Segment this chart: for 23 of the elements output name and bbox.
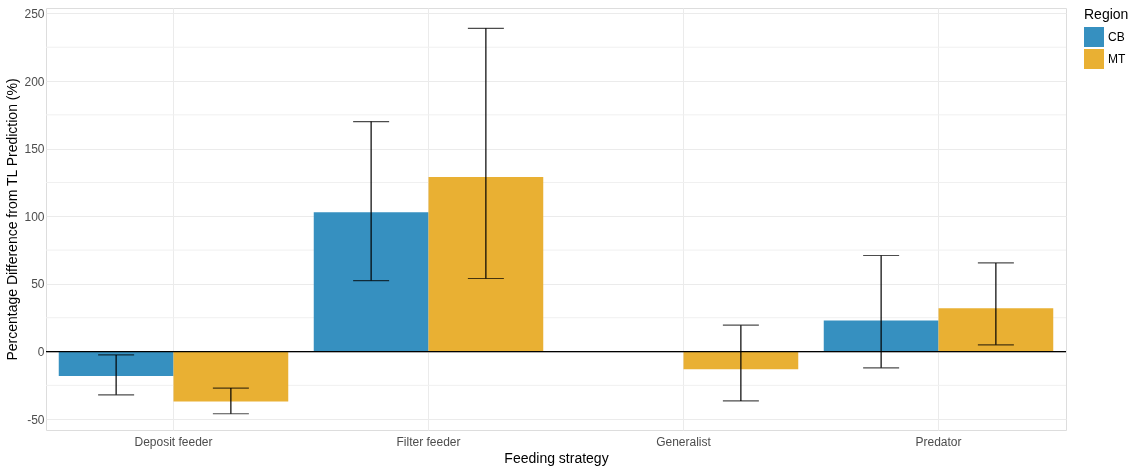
y-tick-label: 150: [24, 142, 45, 157]
y-tick-label: 100: [24, 209, 45, 224]
bar: [683, 351, 799, 370]
legend-label: MT: [1108, 52, 1126, 66]
legend-title: Region: [1084, 6, 1129, 22]
x-tick-label: Generalist: [656, 434, 712, 449]
bar: [58, 351, 174, 376]
bar: [938, 308, 1054, 352]
y-tick-label: -50: [27, 412, 45, 427]
y-axis-title: Percentage Difference from TL Prediction (%): [4, 78, 21, 361]
x-axis-title: Feeding strategy: [504, 449, 609, 466]
y-tick-label: 200: [24, 74, 45, 89]
y-tick-label: 250: [24, 6, 45, 21]
y-tick-label: 50: [31, 277, 45, 292]
x-tick-label: Deposit feeder: [134, 434, 213, 449]
bar: [823, 320, 939, 352]
bar: [173, 351, 289, 402]
bar: [313, 212, 429, 352]
legend-label: CB: [1108, 30, 1125, 44]
bar: [428, 177, 544, 352]
x-tick-label: Predator: [915, 434, 962, 449]
x-tick-label: Filter feeder: [396, 434, 461, 449]
y-tick-label: 0: [37, 345, 45, 360]
